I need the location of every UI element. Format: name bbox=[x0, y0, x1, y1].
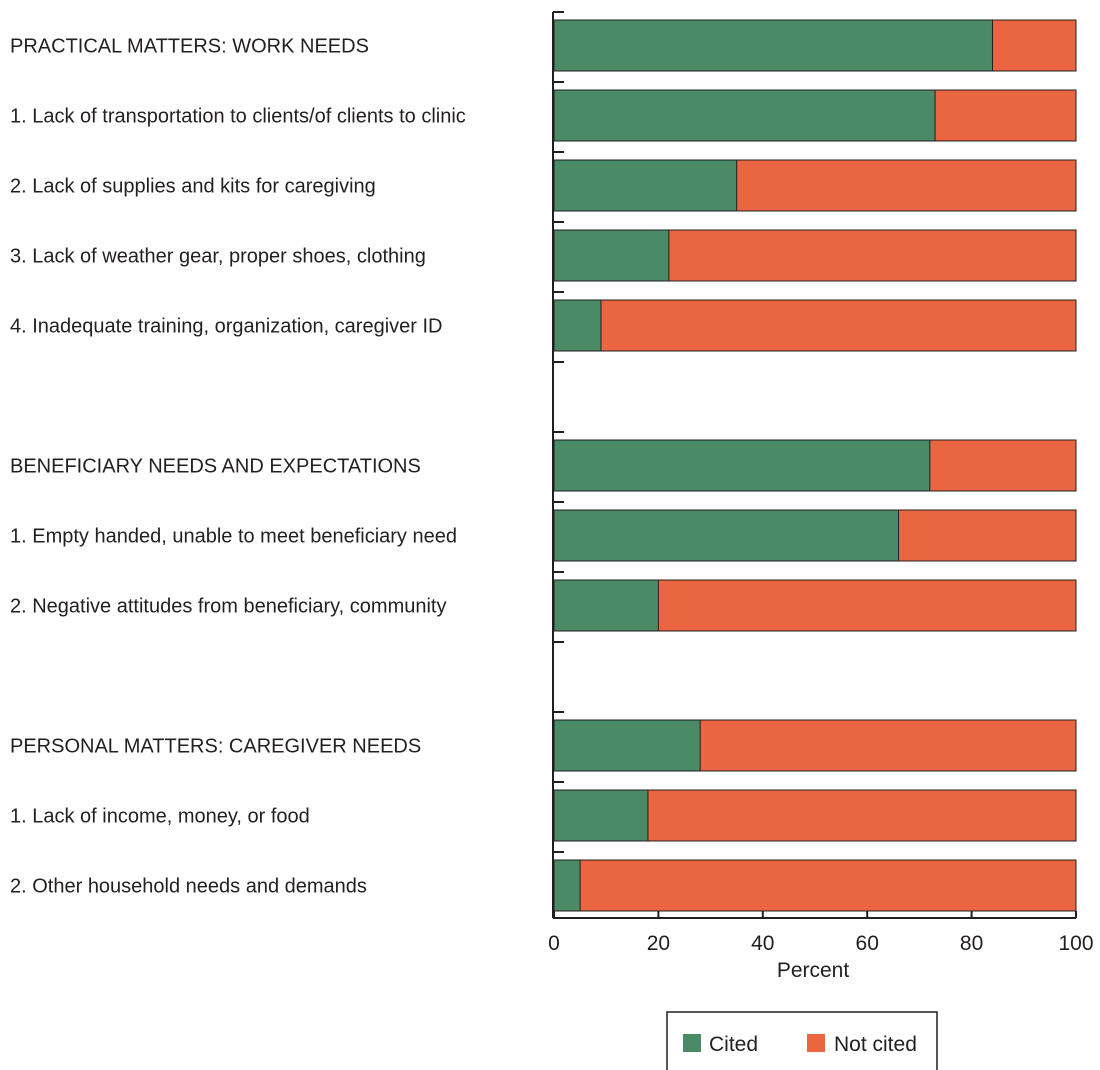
bar-cited bbox=[554, 440, 930, 491]
category-labels: PRACTICAL MATTERS: WORK NEEDS 1. Lack of … bbox=[10, 36, 466, 898]
x-tick-label: 100 bbox=[1058, 932, 1093, 955]
bar-cited bbox=[554, 20, 993, 71]
bar-not-cited bbox=[929, 440, 1076, 491]
legend-frame bbox=[666, 1011, 938, 1070]
category-label: PRACTICAL MATTERS: WORK NEEDS bbox=[10, 36, 369, 58]
bar-not-cited bbox=[700, 720, 1076, 771]
bar-cited bbox=[554, 230, 669, 281]
bar-not-cited bbox=[647, 790, 1076, 841]
bar-not-cited bbox=[600, 300, 1076, 351]
x-tick-label: 60 bbox=[856, 932, 879, 955]
legend-label-cited: Cited bbox=[709, 1033, 758, 1056]
category-label: 2. Other household needs and demands bbox=[10, 876, 367, 898]
legend: Cited Not cited bbox=[666, 1011, 938, 1070]
x-tick-label: 20 bbox=[647, 932, 670, 955]
bar-not-cited bbox=[736, 160, 1076, 211]
x-tick-label: 80 bbox=[960, 932, 983, 955]
category-label: PERSONAL MATTERS: CAREGIVER NEEDS bbox=[10, 736, 421, 758]
bar-not-cited bbox=[668, 230, 1076, 281]
x-axis-title: Percent bbox=[777, 959, 850, 982]
bar-cited bbox=[554, 300, 601, 351]
bar-not-cited bbox=[898, 510, 1076, 561]
x-tick-label: 0 bbox=[548, 932, 560, 955]
category-label: 1. Lack of transportation to clients/of … bbox=[10, 106, 466, 128]
category-label: 1. Empty handed, unable to meet benefici… bbox=[10, 526, 457, 548]
bar-not-cited bbox=[580, 860, 1076, 911]
bar-not-cited bbox=[658, 580, 1076, 631]
bar-not-cited bbox=[935, 90, 1076, 141]
legend-swatch-not-cited bbox=[807, 1034, 825, 1052]
category-label: 3. Lack of weather gear, proper shoes, c… bbox=[10, 246, 426, 268]
bar-cited bbox=[554, 720, 701, 771]
bar-not-cited bbox=[992, 20, 1076, 71]
category-label: 4. Inadequate training, organization, ca… bbox=[10, 316, 443, 338]
x-tick-label: 40 bbox=[751, 932, 774, 955]
bar-cited bbox=[554, 790, 648, 841]
axes: 0 20 40 60 80 100 bbox=[548, 11, 1094, 955]
category-label: 1. Lack of income, money, or food bbox=[10, 806, 310, 828]
bars-layer bbox=[553, 19, 1077, 912]
category-label: 2. Negative attitudes from beneficiary, … bbox=[10, 596, 446, 618]
bar-cited bbox=[554, 160, 737, 211]
legend-swatch-cited bbox=[683, 1034, 701, 1052]
category-label: BENEFICIARY NEEDS AND EXPECTATIONS bbox=[10, 456, 421, 478]
bar-cited bbox=[554, 580, 659, 631]
bar-cited bbox=[554, 90, 936, 141]
bar-cited bbox=[554, 510, 899, 561]
bar-cited bbox=[554, 860, 581, 911]
legend-label-not-cited: Not cited bbox=[834, 1033, 917, 1056]
category-label: 2. Lack of supplies and kits for caregiv… bbox=[10, 176, 376, 198]
